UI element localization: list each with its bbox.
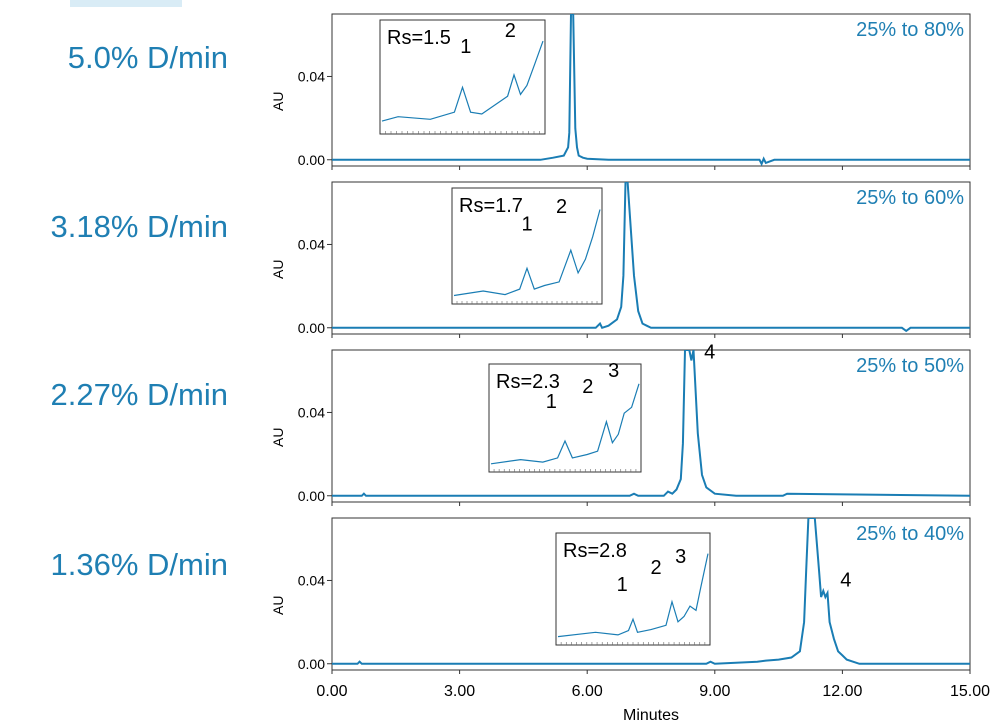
chromatogram-trace <box>332 182 970 333</box>
inset-peak-label: 1 <box>546 391 557 413</box>
chromatogram-trace <box>332 350 970 497</box>
y-axis-label: AU <box>270 92 286 111</box>
inset-trace <box>453 209 601 297</box>
inset-frame <box>488 363 642 473</box>
y-tick-label: 0.04 <box>298 236 325 252</box>
x-tick-label: 0.00 <box>316 683 347 700</box>
gradient-range-label: 25% to 60% <box>856 187 964 209</box>
resolution-label: Rs=1.5 <box>387 27 451 49</box>
gradient-range-label: 25% to 80% <box>856 19 964 41</box>
x-axis-label: Minutes <box>623 707 679 724</box>
y-tick-label: 0.04 <box>298 572 325 588</box>
y-axis-label: AU <box>270 260 286 279</box>
gradient-range-label: 25% to 40% <box>856 523 964 545</box>
plot-frame <box>331 181 971 335</box>
inset-peak-label: 2 <box>651 557 662 579</box>
inset-peak-label: 3 <box>675 546 686 568</box>
inset-frame <box>379 19 546 135</box>
gradient-range-label: 25% to 50% <box>856 355 964 377</box>
inset-peak-label: 2 <box>582 376 593 398</box>
inset-frame <box>451 187 603 305</box>
peak-annotation: 4 <box>840 570 851 592</box>
peak-annotation: 4 <box>704 341 715 363</box>
resolution-label: Rs=1.7 <box>459 195 523 217</box>
y-axis-label: AU <box>270 428 286 447</box>
inset-peak-label: 1 <box>617 574 628 596</box>
inset-trace <box>490 383 640 465</box>
gradient-rate-label: 1.36% D/min <box>50 547 228 582</box>
y-axis-label: AU <box>270 596 286 615</box>
corner-accent-bar <box>70 0 182 7</box>
x-tick-label: 9.00 <box>699 683 730 700</box>
inset-peak-label: 3 <box>608 360 619 382</box>
gradient-rate-label: 2.27% D/min <box>50 377 228 412</box>
resolution-label: Rs=2.3 <box>496 371 560 393</box>
inset-peak-label: 1 <box>460 36 471 58</box>
x-tick-label: 6.00 <box>572 683 603 700</box>
inset-peak-label: 1 <box>521 214 532 236</box>
y-tick-label: 0.00 <box>298 656 325 672</box>
plot-frame <box>331 517 971 671</box>
x-tick-label: 3.00 <box>444 683 475 700</box>
inset-trace <box>557 553 709 638</box>
x-tick-label: 15.00 <box>950 683 990 700</box>
chromatogram-trace <box>332 518 970 665</box>
resolution-label: Rs=2.8 <box>563 540 627 562</box>
chromatogram-trace <box>332 14 970 166</box>
y-tick-label: 0.04 <box>298 68 325 84</box>
gradient-rate-label: 3.18% D/min <box>50 209 228 244</box>
plot-frame <box>331 349 971 503</box>
inset-frame <box>555 532 711 646</box>
gradient-rate-label: 5.0% D/min <box>67 40 228 75</box>
y-tick-label: 0.00 <box>298 152 325 168</box>
y-tick-label: 0.04 <box>298 404 325 420</box>
y-tick-label: 0.00 <box>298 320 325 336</box>
inset-peak-label: 2 <box>556 196 567 218</box>
y-tick-label: 0.00 <box>298 488 325 504</box>
inset-peak-label: 2 <box>505 20 516 42</box>
inset-trace <box>381 40 544 122</box>
plot-frame <box>331 13 971 167</box>
x-tick-label: 12.00 <box>822 683 862 700</box>
